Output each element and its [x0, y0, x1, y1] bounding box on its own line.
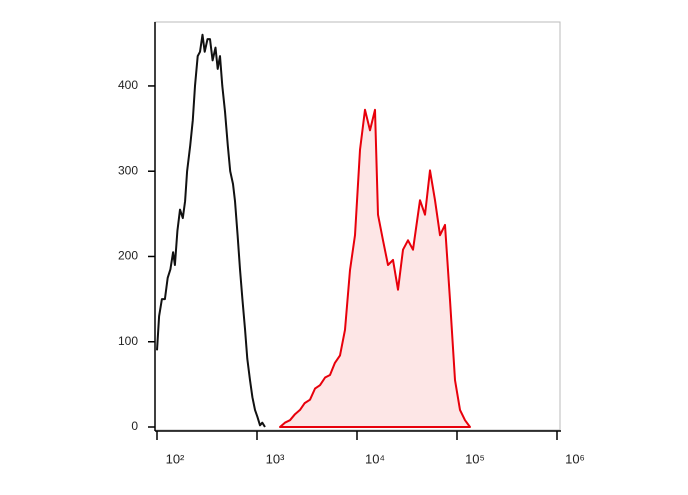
histogram-line [279, 108, 471, 428]
x-tick-label: 10⁴ [365, 451, 385, 466]
x-tick-label: 10⁶ [565, 451, 585, 466]
y-tick-label: 200 [118, 249, 138, 263]
y-tick-label: 300 [118, 163, 138, 177]
x-tick-label: 10⁵ [465, 451, 485, 466]
y-tick-label: 0 [131, 419, 138, 433]
histogram-line [156, 33, 266, 428]
y-tick-label: 400 [118, 78, 138, 92]
y-tick-label: 100 [118, 334, 138, 348]
x-tick-label: 10² [166, 451, 185, 466]
x-tick-label: 10³ [266, 451, 285, 466]
